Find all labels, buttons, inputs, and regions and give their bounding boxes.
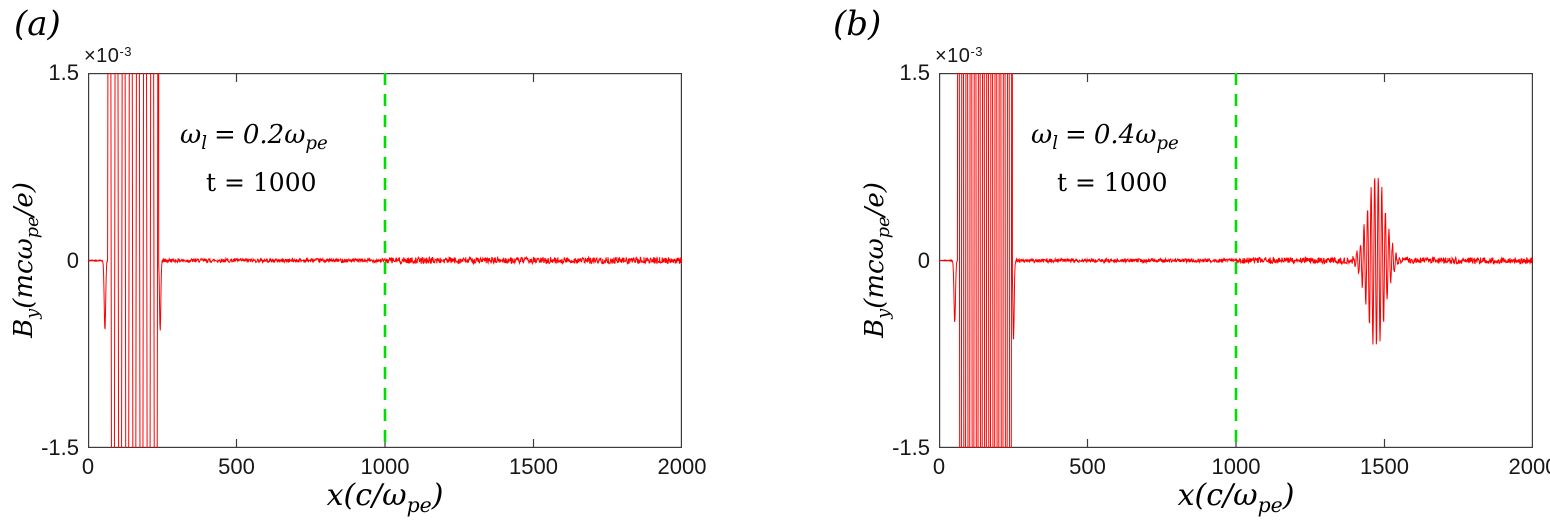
- x-tick-label: 500: [218, 454, 255, 479]
- annotation-laser-frequency: ωl = 0.2ωpe: [180, 120, 328, 155]
- x-tick-label: 1000: [360, 454, 410, 479]
- y-tick-label: 0: [917, 247, 930, 273]
- plot-svg: [939, 73, 1533, 448]
- x-tick-label: 1000: [1211, 454, 1261, 479]
- y-tick-label: 1.5: [899, 60, 930, 85]
- panel-label-a: (a): [14, 4, 61, 44]
- annotation-laser-frequency: ωl = 0.4ωpe: [1031, 120, 1179, 155]
- plot-area: [88, 73, 682, 448]
- x-tick-label: 0: [81, 454, 95, 479]
- y-tick-label: 0: [66, 247, 79, 273]
- y-axis-scale-label: ×10-3: [935, 44, 983, 67]
- x-tick-label: 0: [932, 454, 946, 479]
- annotation-time: t = 1000: [1057, 168, 1168, 197]
- y-tick-label: -1.5: [892, 435, 930, 460]
- x-tick-label: 2000: [657, 454, 707, 479]
- signal-trace: [88, 73, 682, 448]
- x-tick-label: 500: [1069, 454, 1106, 479]
- x-axis-label: x(c/ωpe): [326, 478, 444, 517]
- y-tick-label: 1.5: [48, 60, 79, 85]
- x-tick-label: 1500: [1360, 454, 1409, 479]
- y-axis-scale-label: ×10-3: [84, 44, 132, 67]
- x-tick-label: 1500: [509, 454, 558, 479]
- plot-area: [939, 73, 1533, 448]
- plot-panel-b: ×10-3 By(mcωpe/e) ωl = 0.4ωpe t = 1000 x(c…: [851, 0, 1550, 527]
- x-axis-label: x(c/ωpe): [1177, 478, 1295, 517]
- signal-trace: [939, 73, 1533, 448]
- y-tick-label: -1.5: [41, 435, 79, 460]
- plot-panel-a: ×10-3 By(mcωpe/e) ωl = 0.2ωpe t = 1000 x(c…: [0, 0, 707, 527]
- panel-label-b: (b): [833, 4, 882, 44]
- x-tick-label: 2000: [1508, 454, 1550, 479]
- plot-svg: [88, 73, 682, 448]
- annotation-time: t = 1000: [206, 168, 317, 197]
